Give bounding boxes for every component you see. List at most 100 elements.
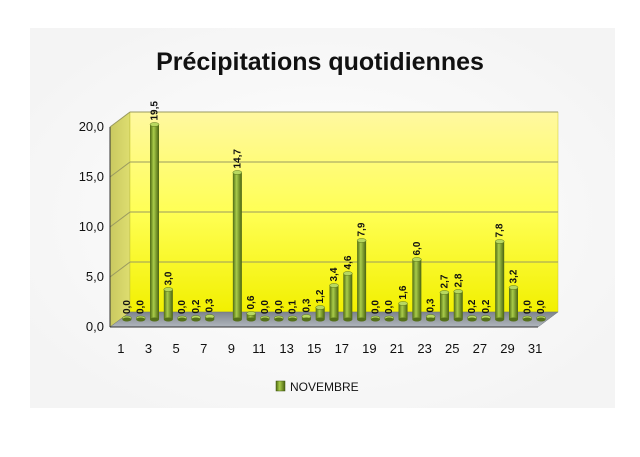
bar [398,301,408,322]
bar [149,122,160,322]
bar-cap [453,289,464,294]
data-label: 0,0 [370,300,381,314]
plot-area: 0,0 0,019,53,00,0 0,2 0,314,70,6 0,0 0,0 0,1 0,… [79,101,559,356]
data-label: 0,0 [122,300,133,314]
data-label: 0,0 [522,300,533,314]
bar [481,315,491,322]
bar-base [205,317,215,322]
bar-base [232,317,242,322]
bar-base [122,317,132,322]
data-label: 0,6 [246,295,257,309]
data-label: 0,3 [301,298,312,312]
bar-cap [356,238,367,243]
bar-base [522,317,532,322]
bar-base [274,317,284,322]
bar [536,315,546,322]
data-label: 0,0 [384,300,395,314]
data-label: 7,8 [495,223,506,237]
bar-body [232,172,242,320]
bar [522,315,533,322]
bar [356,238,367,322]
bar-base [163,317,173,322]
x-tick-label: 25 [445,341,459,356]
bar [191,315,201,322]
bar-body [398,303,408,320]
bar-body [453,291,463,320]
bar-base [357,317,367,322]
x-tick-label: 11 [252,341,266,356]
bar [177,315,187,322]
x-tick-label: 5 [173,341,180,356]
data-labels: 0,0 0,019,53,00,0 0,2 0,314,70,6 0,0 0,0 0,1 0,… [122,101,547,314]
x-tick-label: 1 [117,341,124,356]
data-label: 0,0 [177,300,188,314]
bar [508,285,519,322]
legend: NOVEMBRE [275,380,359,394]
y-tick-label: 15,0 [79,169,104,184]
x-tick-label: 31 [528,341,542,356]
legend-label: NOVEMBRE [290,380,359,394]
bar-base [177,317,187,322]
bar-base [384,317,394,322]
data-label: 2,8 [453,273,464,287]
bar-base [260,317,270,322]
bar [467,315,477,322]
bar-base [481,317,491,322]
bar [425,314,436,322]
bar-base [495,317,505,322]
bar-base [398,317,408,322]
x-tick-label: 23 [417,341,431,356]
data-label: 1,6 [398,285,409,299]
bar [494,239,505,322]
x-tick-label: 3 [145,341,152,356]
data-label: 19,5 [150,101,161,121]
data-label: 0,3 [426,298,437,312]
data-label: 0,2 [191,299,202,313]
bar [329,283,339,322]
y-tick-label: 0,0 [86,319,104,334]
data-label: 0,0 [274,300,285,314]
x-tick-label: 21 [390,341,404,356]
data-label: 3,4 [329,267,340,281]
bar-base [315,317,325,322]
data-label: 3,2 [508,269,519,283]
y-tick-label: 5,0 [86,269,104,284]
bar [453,289,464,322]
x-tick-label: 19 [362,341,376,356]
bar-cap [398,301,408,306]
y-tick-label: 10,0 [79,219,104,234]
bar [260,315,270,322]
bar [315,305,325,322]
bar-series-novembre [122,122,546,322]
bar-body [508,287,518,320]
data-label: 2,7 [439,274,450,288]
data-label: 3,0 [163,271,174,285]
gridline-side [109,111,131,128]
bar-base [467,317,477,322]
bar-cap [149,122,160,127]
bar-base [426,317,436,322]
bar-body [495,241,505,320]
bar-cap [329,283,339,288]
bar-cap [508,285,519,290]
bar-cap [315,305,325,310]
data-label: 0,0 [536,300,547,314]
x-tick-labels: 1 3 5 7 9 11 13 15 17 19 21 23 25 27 29 31 [117,341,542,356]
bar [246,311,256,322]
x-tick-label: 15 [307,341,321,356]
bar-cap [232,170,243,175]
bar-body [357,240,367,320]
bar [384,315,394,322]
data-label: 6,0 [412,241,423,255]
data-label: 0,0 [136,300,147,314]
bar-cap [494,239,505,244]
bar-cap [343,271,353,276]
y-tick-labels: 0,0 5,0 10,0 15,0 20,0 [79,119,104,334]
bar-base [329,317,339,322]
bar-body [329,285,339,320]
gridlines [109,111,558,278]
bar-base [343,317,353,322]
bar [287,315,298,322]
x-tick-label: 27 [473,341,487,356]
